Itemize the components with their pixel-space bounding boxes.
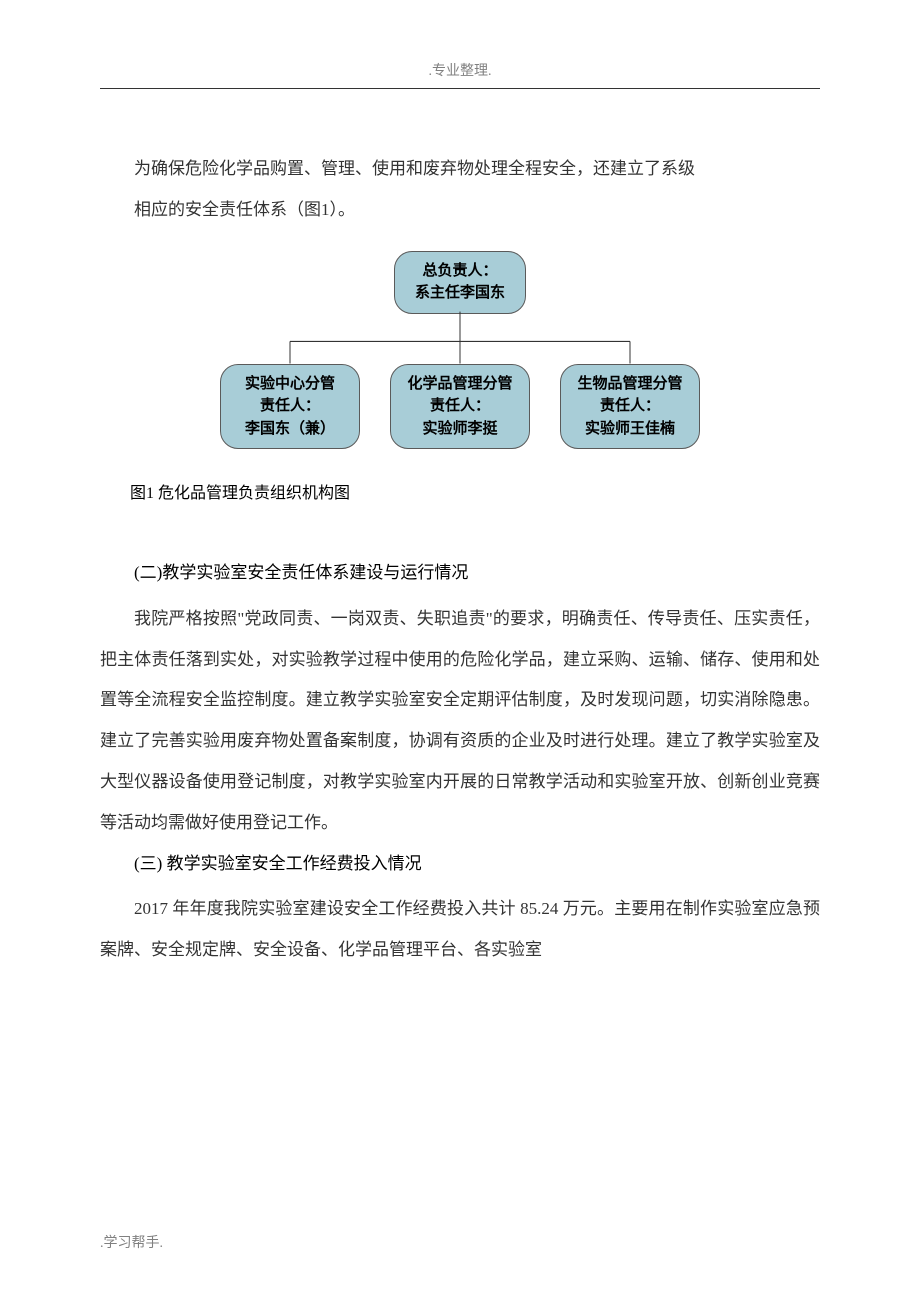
org-chart: 总负责人： 系主任李国东 实验中心分管 责任人： 李国东（兼） 化学品管理分管 …	[210, 251, 710, 450]
node-3-line-1: 生物品管理分管	[575, 373, 685, 396]
document-page: .专业整理. 为确保危险化学品购置、管理、使用和废弃物处理全程安全，还建立了系级…	[0, 0, 920, 1302]
page-header: .专业整理.	[100, 60, 820, 80]
section-2-paragraph: 我院严格按照"党政同责、一岗双责、失职追责"的要求，明确责任、传导责任、压实责任…	[100, 599, 820, 844]
node-1-line-2: 责任人：	[235, 395, 345, 418]
section-3-paragraph: 2017 年年度我院实验室建设安全工作经费投入共计 85.24 万元。主要用在制…	[100, 889, 820, 971]
node-2-line-3: 实验师李挺	[405, 418, 515, 441]
node-1-line-1: 实验中心分管	[235, 373, 345, 396]
node-3-line-3: 实验师王佳楠	[575, 418, 685, 441]
figure-caption: 图1 危化品管理负责组织机构图	[130, 479, 820, 503]
org-chart-node-3: 生物品管理分管 责任人： 实验师王佳楠	[560, 364, 700, 450]
top-node-line-2: 系主任李国东	[415, 282, 505, 305]
node-2-line-2: 责任人：	[405, 395, 515, 418]
org-chart-bottom-row: 实验中心分管 责任人： 李国东（兼） 化学品管理分管 责任人： 实验师李挺 生物…	[210, 364, 710, 450]
node-3-line-2: 责任人：	[575, 395, 685, 418]
page-footer: .学习帮手.	[100, 1232, 163, 1252]
node-2-line-1: 化学品管理分管	[405, 373, 515, 396]
section-3-heading: (三) 教学实验室安全工作经费投入情况	[100, 844, 820, 885]
org-chart-node-2: 化学品管理分管 责任人： 实验师李挺	[390, 364, 530, 450]
section-2-heading: (二)教学实验室安全责任体系建设与运行情况	[100, 553, 820, 594]
top-node-line-1: 总负责人：	[415, 260, 505, 283]
node-1-line-3: 李国东（兼）	[235, 418, 345, 441]
org-chart-top-node: 总负责人： 系主任李国东	[394, 251, 526, 314]
intro-line-1: 为确保危险化学品购置、管理、使用和废弃物处理全程安全，还建立了系级	[100, 149, 820, 190]
intro-line-2: 相应的安全责任体系（图1）。	[100, 190, 820, 231]
intro-paragraph: 为确保危险化学品购置、管理、使用和废弃物处理全程安全，还建立了系级 相应的安全责…	[100, 149, 820, 231]
header-divider	[100, 88, 820, 89]
org-chart-node-1: 实验中心分管 责任人： 李国东（兼）	[220, 364, 360, 450]
